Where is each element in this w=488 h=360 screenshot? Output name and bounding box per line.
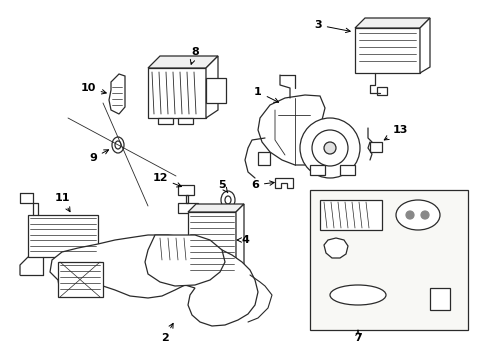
Polygon shape bbox=[50, 235, 258, 326]
Ellipse shape bbox=[405, 211, 413, 219]
Ellipse shape bbox=[224, 196, 230, 204]
Bar bbox=[28, 215, 98, 257]
Polygon shape bbox=[309, 165, 325, 175]
Bar bbox=[319, 200, 381, 230]
Bar bbox=[309, 190, 467, 330]
Ellipse shape bbox=[112, 137, 124, 153]
Ellipse shape bbox=[324, 142, 335, 154]
Polygon shape bbox=[205, 78, 225, 103]
Polygon shape bbox=[187, 212, 236, 280]
Text: 8: 8 bbox=[190, 47, 199, 64]
Text: 3: 3 bbox=[314, 20, 349, 33]
Bar bbox=[376, 87, 386, 95]
Ellipse shape bbox=[329, 285, 385, 305]
Polygon shape bbox=[109, 74, 125, 114]
Text: 6: 6 bbox=[250, 180, 274, 190]
Text: 4: 4 bbox=[237, 235, 248, 245]
Ellipse shape bbox=[299, 118, 359, 178]
Bar bbox=[58, 262, 103, 297]
Text: 11: 11 bbox=[54, 193, 70, 212]
Polygon shape bbox=[274, 178, 292, 188]
Polygon shape bbox=[178, 118, 193, 124]
Ellipse shape bbox=[420, 211, 428, 219]
Polygon shape bbox=[419, 18, 429, 73]
Polygon shape bbox=[205, 56, 218, 118]
Polygon shape bbox=[178, 185, 198, 213]
Polygon shape bbox=[148, 68, 205, 118]
Ellipse shape bbox=[395, 200, 439, 230]
Bar bbox=[429, 288, 449, 310]
Polygon shape bbox=[354, 18, 429, 28]
Polygon shape bbox=[236, 204, 244, 280]
Text: 9: 9 bbox=[89, 150, 108, 163]
Polygon shape bbox=[187, 204, 244, 212]
Ellipse shape bbox=[115, 141, 121, 149]
Polygon shape bbox=[354, 28, 419, 73]
Polygon shape bbox=[339, 165, 354, 175]
Text: 13: 13 bbox=[384, 125, 407, 140]
Polygon shape bbox=[258, 152, 269, 165]
Text: 1: 1 bbox=[254, 87, 278, 102]
Ellipse shape bbox=[311, 130, 347, 166]
Text: 2: 2 bbox=[161, 323, 173, 343]
Polygon shape bbox=[148, 56, 218, 68]
Ellipse shape bbox=[221, 191, 235, 209]
Text: 7: 7 bbox=[353, 330, 361, 343]
Text: 12: 12 bbox=[152, 173, 181, 187]
Polygon shape bbox=[158, 118, 173, 124]
Text: 10: 10 bbox=[80, 83, 106, 94]
Polygon shape bbox=[145, 235, 224, 286]
Polygon shape bbox=[258, 95, 325, 165]
Bar bbox=[369, 142, 381, 152]
Text: 5: 5 bbox=[218, 180, 227, 193]
Polygon shape bbox=[324, 238, 347, 258]
